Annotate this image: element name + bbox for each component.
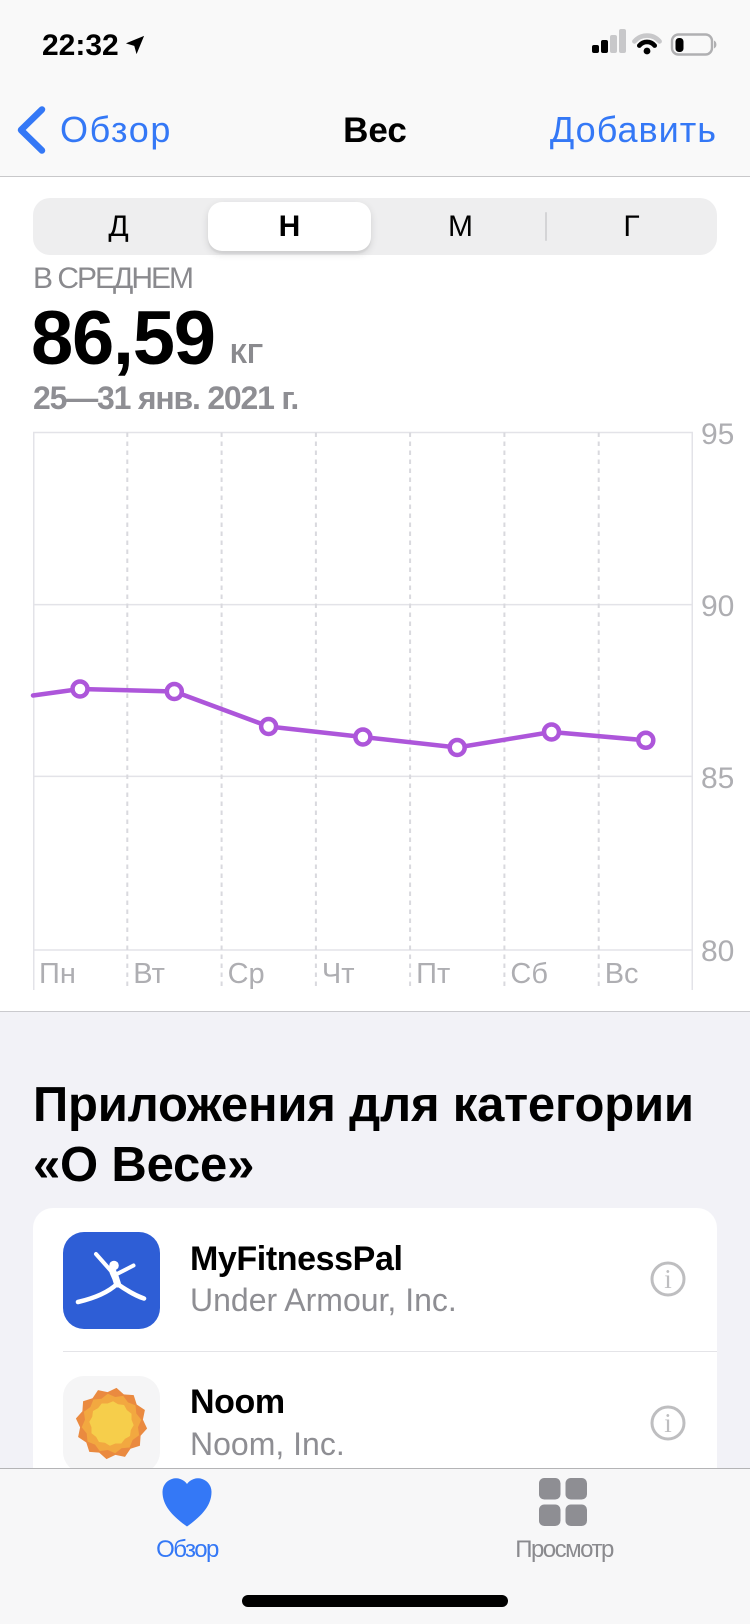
svg-text:Пн: Пн xyxy=(39,958,76,990)
svg-text:80: 80 xyxy=(701,935,734,968)
svg-text:Сб: Сб xyxy=(510,958,548,990)
svg-text:Ср: Ср xyxy=(228,958,265,990)
svg-text:85: 85 xyxy=(701,762,734,795)
svg-text:Пт: Пт xyxy=(416,958,450,990)
svg-text:Вт: Вт xyxy=(133,958,165,990)
svg-text:95: 95 xyxy=(701,420,734,451)
svg-text:Чт: Чт xyxy=(322,958,355,990)
svg-text:90: 90 xyxy=(701,590,734,623)
svg-text:Вс: Вс xyxy=(605,958,639,990)
svg-text:i: i xyxy=(664,1408,672,1438)
svg-text:i: i xyxy=(664,1264,672,1294)
